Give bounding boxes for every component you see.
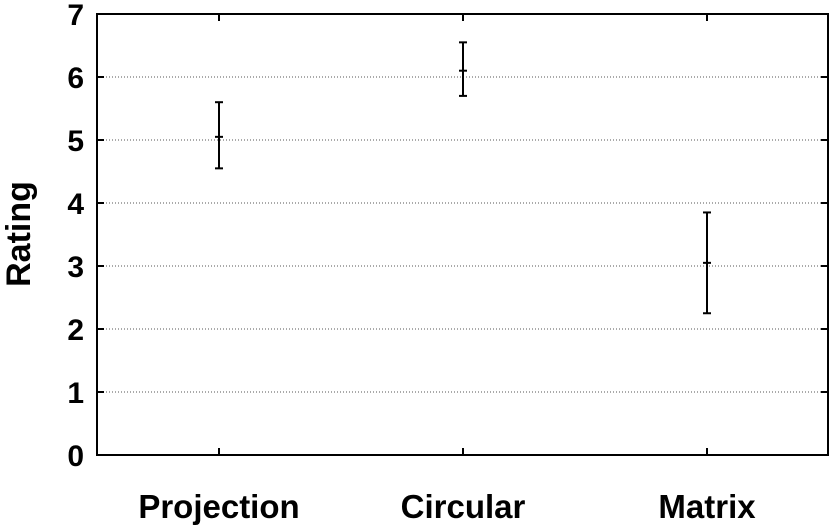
axis-labels: 0 1 2 3 4 5 6 7 Projection Circular Matrix [67, 0, 756, 525]
y-tick-label-1: 1 [67, 377, 84, 410]
y-tick-label-3: 3 [67, 251, 84, 284]
error-bar-matrix [703, 211, 711, 315]
error-bar-projection [215, 101, 223, 170]
error-bar-circular [459, 41, 467, 97]
y-tick-label-6: 6 [67, 62, 84, 95]
y-tick-label-4: 4 [67, 188, 84, 221]
y-tick-label-5: 5 [67, 125, 84, 158]
x-category-label-circular: Circular [401, 488, 526, 525]
x-category-label-projection: Projection [138, 488, 299, 525]
grid-lines [97, 76, 828, 393]
x-category-label-matrix: Matrix [658, 488, 756, 525]
error-bars [215, 41, 711, 315]
y-axis-title: Rating [0, 181, 38, 287]
y-tick-label-2: 2 [67, 314, 84, 347]
y-tick-label-7: 7 [67, 0, 84, 32]
plot-frame [96, 13, 829, 456]
y-tick-label-0: 0 [67, 440, 84, 473]
